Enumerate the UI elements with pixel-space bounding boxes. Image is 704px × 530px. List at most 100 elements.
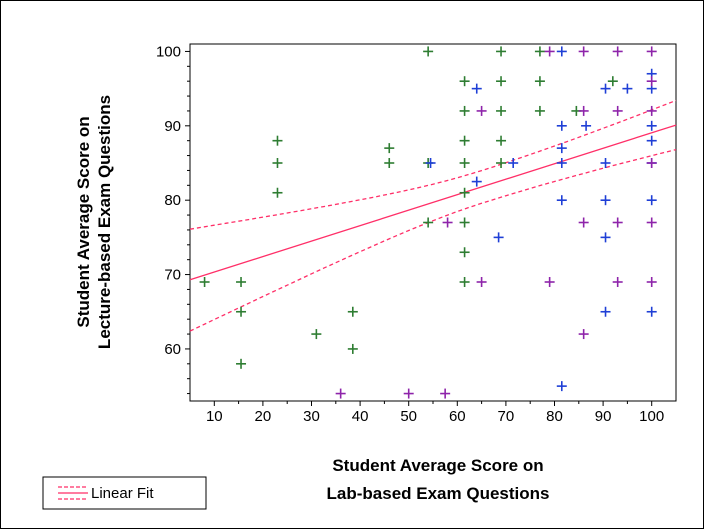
fit-layer (189, 99, 677, 332)
y-tick-label: 90 (164, 118, 181, 135)
scatter-point (459, 277, 470, 287)
scatter-point (476, 105, 487, 116)
y-tick-label: 100 (156, 43, 181, 60)
scatter-point (311, 329, 322, 340)
scatter-point (556, 120, 567, 131)
scatter-point (646, 105, 657, 116)
x-tick-label: 100 (639, 408, 664, 425)
scatter-point (442, 217, 453, 228)
scatter-point (236, 306, 247, 317)
scatter-point (199, 277, 210, 287)
scatter-point (347, 306, 358, 317)
scatter-point (459, 187, 470, 198)
scatter-point (556, 158, 567, 168)
scatter-point (534, 46, 545, 57)
scatter-point (600, 83, 611, 94)
scatter-point (578, 329, 589, 340)
x-axis-title-line-2: Lab-based Exam Questions (327, 484, 550, 503)
scatter-point (272, 135, 283, 146)
scatter-point (646, 46, 657, 57)
x-axis-title-line-1: Student Average Score on (332, 456, 543, 475)
scatter-point (578, 46, 589, 57)
scatter-point (581, 120, 592, 131)
fit-upper-band (189, 99, 677, 230)
scatter-point (612, 46, 623, 57)
scatter-point (600, 306, 611, 317)
scatter-point (459, 105, 470, 116)
scatter-point (496, 76, 507, 87)
scatter-point (459, 76, 470, 87)
scatter-point (556, 195, 567, 206)
scatter-point (440, 388, 451, 399)
scatter-point (425, 158, 436, 168)
scatter-point (496, 135, 507, 146)
scatter-point (612, 105, 623, 116)
points-layer (199, 46, 657, 399)
scatter-point (471, 176, 482, 187)
scatter-point (347, 343, 358, 354)
fit-line (189, 124, 677, 281)
scatter-point (236, 277, 247, 287)
scatter-point (646, 135, 657, 146)
x-tick-label: 90 (595, 408, 612, 425)
x-tick-label: 70 (498, 408, 515, 425)
scatter-point (236, 358, 247, 369)
x-tick-label: 30 (303, 408, 320, 425)
scatter-point (496, 158, 507, 168)
legend: Linear Fit (42, 476, 207, 510)
scatter-point (508, 158, 519, 168)
scatter-point (423, 217, 434, 228)
scatter-point (578, 217, 589, 228)
x-tick-label: 10 (206, 408, 223, 425)
scatter-point (459, 217, 470, 228)
scatter-point (459, 158, 470, 168)
scatter-point (496, 46, 507, 57)
y-tick-label: 60 (164, 341, 181, 358)
scatter-point (600, 158, 611, 168)
x-tick-label: 20 (255, 408, 272, 425)
scatter-point (423, 46, 434, 57)
scatter-point (534, 76, 545, 87)
x-tick-label: 40 (352, 408, 369, 425)
y-tick-label: 80 (164, 192, 181, 209)
scatter-point (335, 388, 346, 399)
scatter-point (646, 76, 657, 87)
scatter-point (384, 158, 395, 168)
scatter-point (556, 46, 567, 57)
y-tick-label: 70 (164, 267, 181, 284)
x-tick-label: 50 (400, 408, 417, 425)
scatter-point (600, 232, 611, 243)
scatter-point (471, 83, 482, 94)
legend-label: Linear Fit (91, 485, 154, 502)
scatter-point (646, 120, 657, 131)
scatter-point (534, 105, 545, 116)
scatter-point (459, 247, 470, 258)
scatter-point (496, 105, 507, 116)
scatter-point (578, 105, 589, 116)
x-tick-label: 80 (546, 408, 563, 425)
y-axis-title-line-2: Lecture-based Exam Questions (95, 95, 114, 349)
scatter-point (272, 187, 283, 198)
scatter-point (459, 135, 470, 146)
scatter-point (612, 277, 623, 287)
scatter-point (607, 76, 618, 87)
fit-lower-band (189, 148, 677, 332)
scatter-point (556, 143, 567, 154)
scatter-point (646, 158, 657, 168)
scatter-point (646, 217, 657, 228)
scatter-point (403, 388, 414, 399)
scatter-point (600, 195, 611, 206)
scatter-point (544, 277, 555, 287)
scatter-point (544, 46, 555, 57)
scatter-point (646, 195, 657, 206)
scatter-point (646, 306, 657, 317)
scatter-point (493, 232, 504, 243)
scatter-point (556, 381, 567, 392)
scatter-point (646, 277, 657, 287)
scatter-point (622, 83, 633, 94)
axis-layer: 10 20 30 40 50 60 70 80 90 100 60 70 80 90 100 (156, 43, 664, 425)
scatter-point (384, 143, 395, 154)
scatter-point (272, 158, 283, 168)
